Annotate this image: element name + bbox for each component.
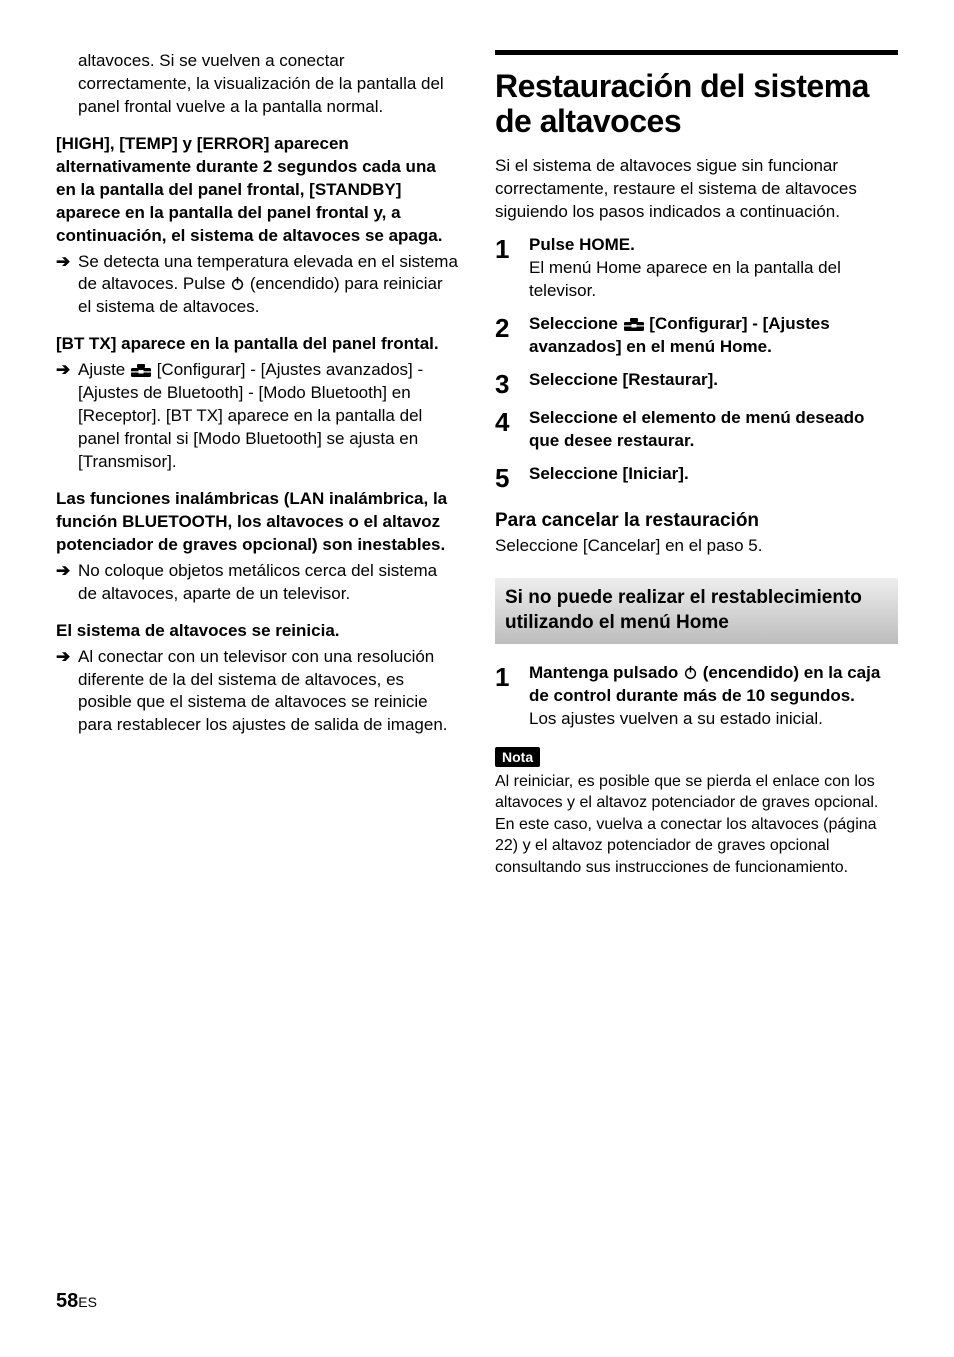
page-suffix: ES <box>78 1294 97 1310</box>
step-detail: Los ajustes vuelven a su estado inicial. <box>529 708 898 731</box>
step-number: 4 <box>495 407 529 453</box>
intro-continuation: altavoces. Si se vuelven a conectar corr… <box>56 50 459 119</box>
step-item: 3 Seleccione [Restaurar]. <box>495 369 898 397</box>
subsection-heading: Para cancelar la restauración <box>495 509 898 534</box>
note-badge: Nota <box>495 747 540 767</box>
step-item: 1 Pulse HOME. El menú Home aparece en la… <box>495 234 898 303</box>
power-icon <box>230 276 245 291</box>
power-icon <box>683 665 698 680</box>
step-item: 1 Mantenga pulsado (encendido) en la caj… <box>495 662 898 731</box>
step-item: 2 Seleccione [Configurar] - [Ajustes ava… <box>495 313 898 359</box>
symptom-heading: El sistema de altavoces se reinicia. <box>56 620 459 643</box>
step-item: 4 Seleccione el elemento de menú deseado… <box>495 407 898 453</box>
arrow-icon: ➔ <box>56 646 78 738</box>
step-detail: El menú Home aparece en la pantalla del … <box>529 257 898 303</box>
left-column: altavoces. Si se vuelven a conectar corr… <box>56 50 459 879</box>
bullet-item: ➔ Al conectar con un televisor con una r… <box>56 646 459 738</box>
bullet-item: ➔ Se detecta una temperatura elevada en … <box>56 251 459 320</box>
bullet-item: ➔ No coloque objetos metálicos cerca del… <box>56 560 459 606</box>
step-number: 2 <box>495 313 529 359</box>
step-number: 3 <box>495 369 529 397</box>
subsection-body: Seleccione [Cancelar] en el paso 5. <box>495 535 898 558</box>
bullet-text: Al conectar con un televisor con una res… <box>78 646 459 738</box>
step-number: 5 <box>495 463 529 491</box>
step-instruction: Mantenga pulsado <box>529 663 683 682</box>
arrow-icon: ➔ <box>56 251 78 320</box>
arrow-icon: ➔ <box>56 560 78 606</box>
step-instruction: Pulse HOME. <box>529 234 898 257</box>
bullet-text: No coloque objetos metálicos cerca del s… <box>78 560 459 606</box>
step-instruction: Seleccione <box>529 314 623 333</box>
step-instruction: Seleccione [Restaurar]. <box>529 370 718 389</box>
section-title: Restauración del sistema de altavoces <box>495 69 898 139</box>
toolbox-icon <box>130 362 152 378</box>
step-number: 1 <box>495 662 529 731</box>
symptom-heading: Las funciones inalámbricas (LAN inalámbr… <box>56 488 459 557</box>
toolbox-icon <box>623 316 645 332</box>
bullet-text: Ajuste <box>78 360 130 379</box>
note-text: Al reiniciar, es posible que se pierda e… <box>495 771 898 879</box>
page-footer: 58ES <box>56 1290 97 1313</box>
section-intro: Si el sistema de altavoces sigue sin fun… <box>495 155 898 224</box>
step-number: 1 <box>495 234 529 303</box>
step-instruction: Seleccione [Iniciar]. <box>529 464 689 483</box>
step-instruction: Seleccione el elemento de menú deseado q… <box>529 408 864 450</box>
right-column: Restauración del sistema de altavoces Si… <box>495 50 898 879</box>
step-item: 5 Seleccione [Iniciar]. <box>495 463 898 491</box>
symptom-heading: [BT TX] aparece en la pantalla del panel… <box>56 333 459 356</box>
bullet-item: ➔ Ajuste [Configurar] - [Ajustes avanzad… <box>56 359 459 474</box>
highlight-box: Si no puede realizar el restablecimiento… <box>495 578 898 643</box>
page-number: 58 <box>56 1290 78 1312</box>
symptom-heading: [HIGH], [TEMP] y [ERROR] aparecen altern… <box>56 133 459 248</box>
section-rule <box>495 50 898 55</box>
arrow-icon: ➔ <box>56 359 78 474</box>
